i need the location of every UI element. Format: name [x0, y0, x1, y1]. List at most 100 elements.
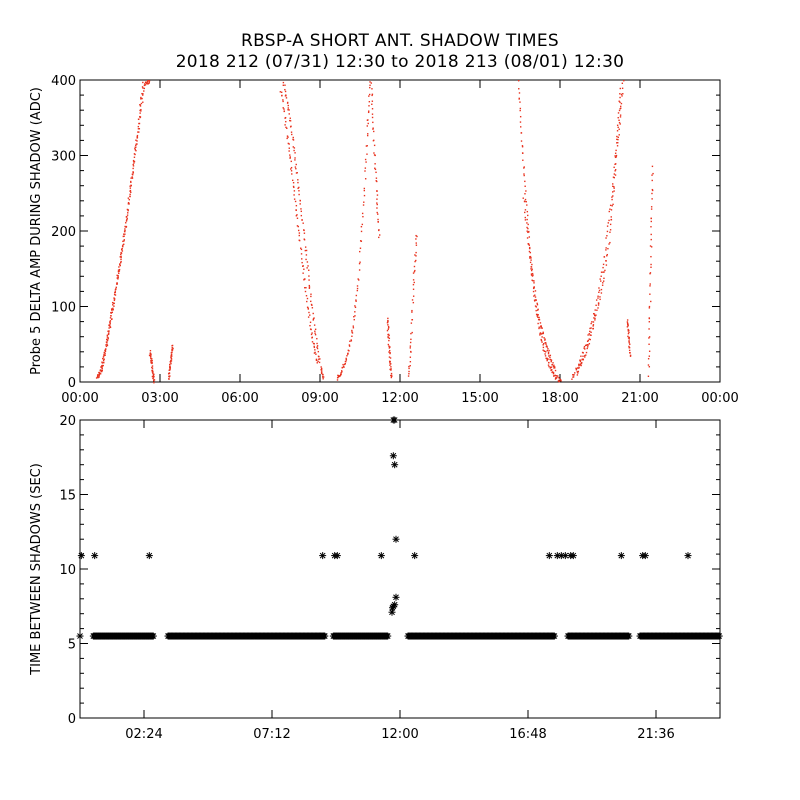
- shadow-amp-point: [117, 276, 119, 278]
- shadow-amp-point: [356, 289, 359, 292]
- shadow-amp-point: [589, 327, 591, 330]
- shadow-amp-point: [519, 121, 522, 123]
- shadow-amp-point: [310, 295, 312, 298]
- shadow-amp-point: [284, 88, 286, 91]
- shadow-amp-point: [314, 328, 317, 331]
- shadow-amp-point: [614, 170, 616, 172]
- shadow-amp-point: [304, 287, 306, 289]
- shadow-amp-point: [621, 87, 624, 90]
- shadow-amp-point: [107, 330, 109, 333]
- shadow-amp-point: [602, 266, 604, 269]
- shadow-amp-point: [408, 365, 410, 368]
- shadow-amp-point: [112, 304, 114, 306]
- shadow-amp-point: [526, 210, 529, 213]
- shadow-amp-point: [297, 229, 300, 232]
- shadow-amp-point: [120, 253, 122, 256]
- shadow-amp-point: [376, 198, 378, 200]
- shadow-amp-point: [314, 332, 316, 334]
- shadow-amp-point: [146, 82, 148, 84]
- shadow-amp-point: [548, 355, 550, 357]
- shadow-amp-point: [525, 190, 527, 192]
- shadow-amp-point: [318, 361, 321, 364]
- shadow-amp-point: [544, 339, 546, 341]
- shadow-amp-point: [114, 288, 117, 291]
- bottom-x-tick-label: 21:36: [637, 727, 674, 742]
- shadow-amp-point: [518, 92, 521, 94]
- shadow-amp-point: [582, 359, 584, 361]
- shadow-amp-point: [99, 369, 102, 371]
- shadow-amp-point: [412, 295, 415, 297]
- shadow-amp-point: [341, 371, 343, 373]
- shadow-amp-point: [371, 94, 373, 97]
- shadow-amp-point: [118, 268, 121, 271]
- shadow-amp-point: [578, 367, 580, 369]
- shadow-amp-point: [412, 288, 415, 290]
- shadow-amp-point: [99, 372, 101, 374]
- top-x-tick-label: 18:00: [541, 391, 578, 406]
- shadow-amp-point: [627, 325, 629, 327]
- shadow-amp-point: [628, 345, 630, 348]
- shadow-amp-point: [171, 348, 173, 351]
- shadow-amp-point: [595, 304, 597, 307]
- shadow-amp-point: [614, 169, 617, 171]
- shadow-amp-point: [526, 237, 529, 239]
- shadow-amp-point: [96, 375, 99, 377]
- shadow-amp-point: [648, 366, 651, 368]
- shadow-amp-point: [101, 368, 103, 370]
- shadow-amp-point: [572, 376, 575, 378]
- shadow-amp-point: [137, 125, 140, 128]
- shadow-amp-point: [648, 307, 651, 309]
- shadow-amp-point: [340, 370, 343, 372]
- shadow-amp-point: [124, 233, 126, 235]
- shadow-amp-point: [293, 194, 295, 196]
- shadow-amp-point: [282, 100, 284, 103]
- shadow-amp-point: [135, 144, 137, 147]
- shadow-amp-point: [389, 368, 391, 371]
- shadow-amp-point: [415, 259, 417, 262]
- shadow-amp-point: [298, 193, 300, 196]
- shadow-amp-point: [609, 229, 612, 231]
- shadow-amp-point: [312, 319, 314, 321]
- shadow-amp-point: [615, 156, 617, 158]
- shadow-amp-point: [584, 354, 586, 357]
- shadow-amp-point: [140, 102, 143, 105]
- shadow-amp-point: [289, 156, 291, 158]
- shadow-amp-point: [355, 300, 357, 302]
- shadow-amp-point: [118, 272, 120, 275]
- shadow-amp-point: [372, 127, 374, 129]
- shadow-amp-point: [523, 166, 525, 168]
- shadow-amp-point: [110, 315, 112, 317]
- shadow-amp-point: [550, 359, 553, 361]
- shadow-amp-point: [592, 327, 595, 330]
- shadow-amp-point: [171, 344, 174, 347]
- shadow-amp-point: [151, 365, 154, 367]
- top-x-tick-label: 21:00: [621, 391, 658, 406]
- shadow-amp-point: [613, 176, 615, 179]
- shadow-amp-point: [535, 313, 538, 316]
- shadow-amp-point: [524, 193, 526, 195]
- shadow-amp-point: [287, 107, 289, 109]
- shadow-amp-point: [579, 359, 582, 361]
- shadow-amp-point: [345, 357, 347, 360]
- shadow-amp-point: [295, 209, 297, 212]
- shadow-amp-point: [358, 279, 360, 281]
- shadow-amp-point: [98, 371, 100, 374]
- shadow-amp-point: [609, 208, 611, 210]
- shadow-amp-point: [409, 356, 412, 358]
- shadow-amp-point: [589, 330, 591, 333]
- shadow-amp-point: [354, 315, 356, 317]
- shadow-amp-point: [136, 135, 138, 138]
- shadow-amp-point: [362, 215, 364, 218]
- shadow-amp-point: [389, 352, 391, 354]
- shadow-amp-point: [148, 82, 150, 84]
- top-x-tick-label: 15:00: [461, 391, 498, 406]
- shadow-amp-point: [135, 143, 138, 145]
- shadow-amp-point: [617, 142, 619, 144]
- shadow-amp-point: [387, 324, 389, 326]
- shadow-amp-point: [345, 359, 348, 361]
- shadow-amp-point: [129, 187, 132, 189]
- shadow-amp-point: [347, 353, 349, 355]
- shadow-amp-point: [560, 379, 562, 381]
- shadow-amp-point: [289, 119, 291, 122]
- shadow-amp-point: [148, 81, 150, 84]
